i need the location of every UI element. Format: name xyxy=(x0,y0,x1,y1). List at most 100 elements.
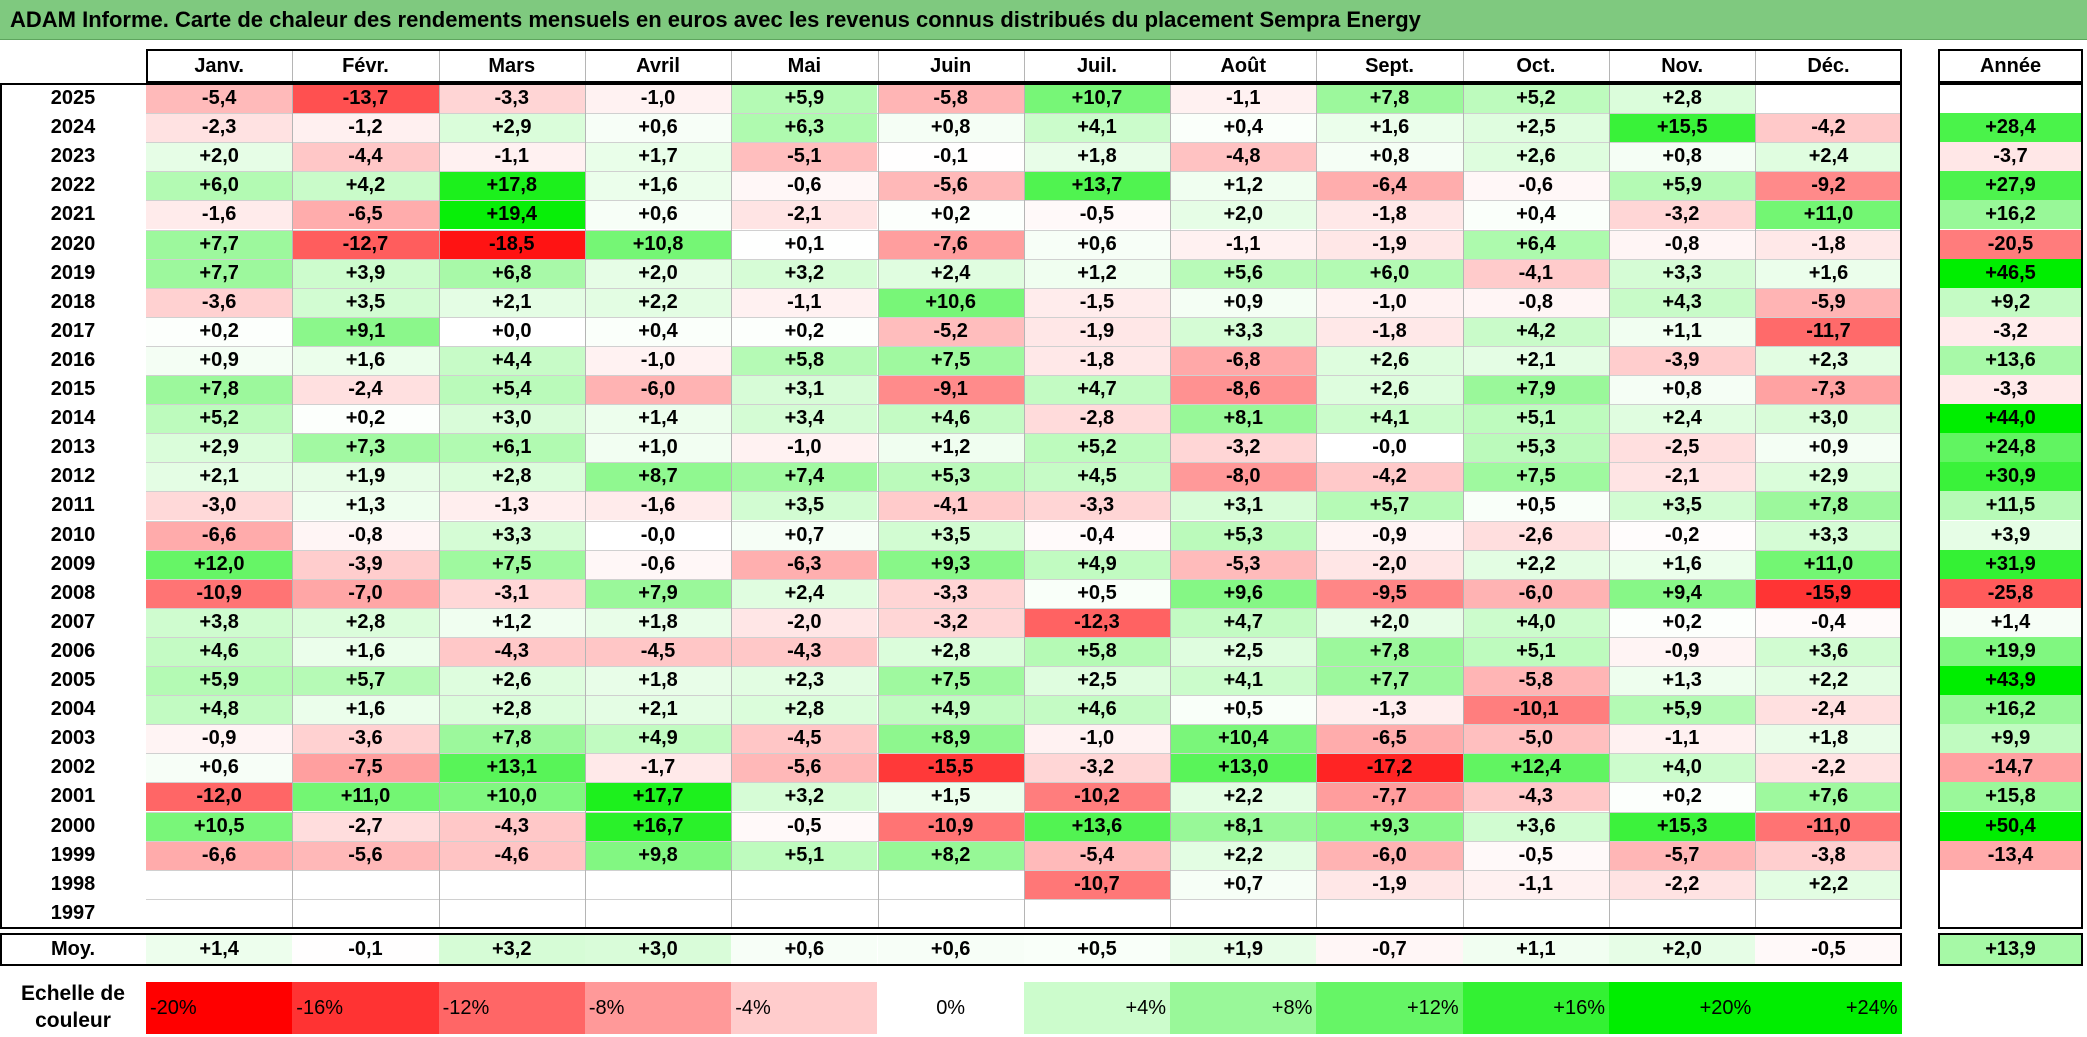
annual-cell: +46,5 xyxy=(1938,258,2083,288)
heatmap-cell: +1,6 xyxy=(1755,258,1902,288)
heatmap-cell: -10,9 xyxy=(146,578,293,608)
heatmap-cell: -0,6 xyxy=(584,549,732,579)
heatmap-cell: -2,4 xyxy=(292,375,439,405)
annual-cell: +16,2 xyxy=(1938,200,2083,230)
heatmap-cell: +2,1 xyxy=(146,462,293,492)
color-scale-swatch: -20% xyxy=(146,982,293,1034)
heatmap-cell: +3,0 xyxy=(438,404,585,434)
average-cell: +1,9 xyxy=(1170,935,1317,964)
heatmap-cell: +8,2 xyxy=(877,840,1024,870)
row-year-label: 2006 xyxy=(50,639,96,662)
average-cell: +1,4 xyxy=(146,935,293,964)
heatmap-cell: -3,2 xyxy=(877,607,1024,637)
heatmap-cell: -4,3 xyxy=(438,811,585,841)
row-year-label: 2001 xyxy=(50,785,96,808)
color-scale-title: Echelle de couleur xyxy=(21,982,125,1032)
heatmap-cell: +5,4 xyxy=(438,375,585,405)
row-year-label: 2009 xyxy=(50,552,96,575)
heatmap-cell: -3,6 xyxy=(292,724,439,754)
heatmap-cell: +5,2 xyxy=(1462,84,1609,114)
color-scale-swatch: +16% xyxy=(1462,982,1609,1034)
month-header: Déc. xyxy=(1807,54,1850,77)
heatmap-cell: +0,2 xyxy=(877,200,1024,230)
heatmap-cell: -2,1 xyxy=(1609,462,1756,492)
heatmap-cell: +2,1 xyxy=(1462,345,1609,375)
heatmap-cell: -7,6 xyxy=(877,229,1024,259)
heatmap-cell: +0,9 xyxy=(1170,287,1317,317)
column-divider xyxy=(1170,49,1172,928)
annual-cell: -14,7 xyxy=(1938,753,2083,783)
heatmap-cell: +19,4 xyxy=(438,200,585,230)
annual-cell: +31,9 xyxy=(1938,549,2083,579)
heatmap-cell: -4,8 xyxy=(1170,142,1317,172)
heatmap-cell: +2,2 xyxy=(1755,869,1902,899)
heatmap-cell xyxy=(1316,898,1463,928)
heatmap-cell: +1,6 xyxy=(584,171,732,201)
heatmap-cell: +4,5 xyxy=(1023,462,1171,492)
heatmap-cell: +7,8 xyxy=(438,724,585,754)
row-year-label: 2013 xyxy=(50,436,96,459)
heatmap-cell: +5,3 xyxy=(1170,520,1317,550)
heatmap-cell: +7,8 xyxy=(146,375,293,405)
heatmap-cell: +2,2 xyxy=(584,287,732,317)
row-year-label: 2022 xyxy=(50,174,96,197)
heatmap-cell: +9,3 xyxy=(877,549,1024,579)
heatmap-cell: -6,5 xyxy=(292,200,439,230)
row-year-label: 2007 xyxy=(50,610,96,633)
row-year-label: 2021 xyxy=(50,203,96,226)
heatmap-cell: -0,9 xyxy=(146,724,293,754)
heatmap-cell: -1,9 xyxy=(1316,229,1463,259)
heatmap-cell: -3,3 xyxy=(1023,491,1171,521)
heatmap-cell: +0,8 xyxy=(877,113,1024,143)
heatmap-cell: -3,9 xyxy=(292,549,439,579)
heatmap-cell: +2,2 xyxy=(1462,549,1609,579)
heatmap-cell: -5,8 xyxy=(1462,666,1609,696)
heatmap-cell: +0,5 xyxy=(1462,491,1609,521)
column-divider xyxy=(877,49,879,928)
heatmap-cell: +2,4 xyxy=(1755,142,1902,172)
heatmap-cell: +0,8 xyxy=(1609,375,1756,405)
heatmap-cell xyxy=(584,898,732,928)
heatmap-cell: -1,1 xyxy=(1170,84,1317,114)
row-year-label: 2008 xyxy=(50,581,96,604)
heatmap-cell: +2,5 xyxy=(1462,113,1609,143)
row-year-label: 2012 xyxy=(50,465,96,488)
heatmap-cell: +2,8 xyxy=(438,695,585,725)
heatmap-cell: +4,1 xyxy=(1023,113,1171,143)
heatmap-cell: +0,2 xyxy=(731,316,878,346)
heatmap-cell: -0,8 xyxy=(1462,287,1609,317)
heatmap-cell: -0,9 xyxy=(1316,520,1463,550)
heatmap-cell: +10,5 xyxy=(146,811,293,841)
color-scale-swatch: -16% xyxy=(292,982,439,1034)
heatmap-cell xyxy=(1755,84,1902,114)
heatmap-cell: +3,5 xyxy=(292,287,439,317)
heatmap-cell: -0,5 xyxy=(1462,840,1609,870)
heatmap-cell: +0,1 xyxy=(731,229,878,259)
heatmap-cell: +1,6 xyxy=(292,636,439,666)
heatmap-cell: -8,6 xyxy=(1170,375,1317,405)
average-label: Moy. xyxy=(50,938,96,960)
heatmap-cell: +7,4 xyxy=(731,462,878,492)
heatmap-cell: -6,0 xyxy=(1462,578,1609,608)
heatmap-cell: -15,9 xyxy=(1755,578,1902,608)
heatmap-cell: +10,4 xyxy=(1170,724,1317,754)
heatmap-cell: +3,3 xyxy=(438,520,585,550)
heatmap-cell: -11,7 xyxy=(1755,316,1902,346)
column-divider xyxy=(584,49,586,928)
heatmap-cell: +2,8 xyxy=(292,607,439,637)
heatmap-cell: -0,8 xyxy=(292,520,439,550)
annual-cell: +44,0 xyxy=(1938,404,2083,434)
heatmap-cell: +7,8 xyxy=(1316,84,1463,114)
heatmap-cell: -4,2 xyxy=(1755,113,1902,143)
average-cell: -0,7 xyxy=(1316,935,1463,964)
heatmap-cell: +8,1 xyxy=(1170,811,1317,841)
heatmap-cell: +2,5 xyxy=(1170,636,1317,666)
heatmap-cell: +4,7 xyxy=(1023,375,1171,405)
heatmap-cell: +2,0 xyxy=(584,258,732,288)
heatmap-cell: +9,4 xyxy=(1609,578,1756,608)
heatmap-cell: -5,2 xyxy=(877,316,1024,346)
heatmap-cell: +0,2 xyxy=(146,316,293,346)
heatmap-cell: -1,9 xyxy=(1023,316,1171,346)
heatmap-cell: +2,0 xyxy=(1316,607,1463,637)
heatmap-cell: +1,6 xyxy=(1609,549,1756,579)
